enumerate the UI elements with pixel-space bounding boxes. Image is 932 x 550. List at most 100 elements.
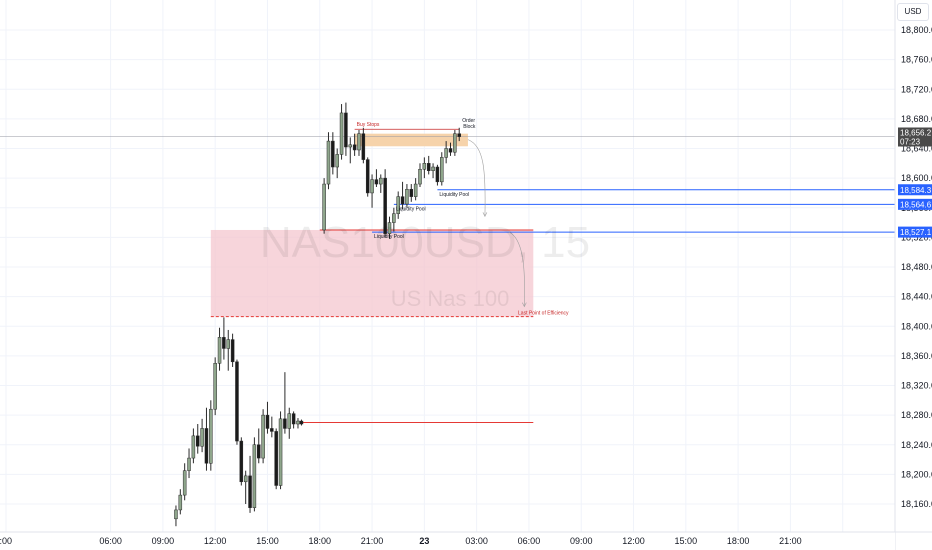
arrow-path <box>509 231 525 307</box>
candle-bearish <box>274 431 278 486</box>
level-price-label: 18,564.6 <box>900 200 932 209</box>
candle-bearish <box>235 361 239 442</box>
candle-bullish <box>252 444 257 508</box>
candle-bearish <box>435 166 440 183</box>
candle-bullish <box>357 133 361 151</box>
order-block-rect <box>354 133 468 147</box>
x-tick-label: 21:00 <box>361 536 384 546</box>
candle-bullish <box>339 112 344 155</box>
candle-bullish <box>370 179 374 194</box>
y-tick-label: 18,800.0 <box>901 25 932 35</box>
candle-bearish <box>365 159 370 194</box>
candle-bullish <box>392 213 396 223</box>
level-price-flag <box>898 184 932 196</box>
price-axis: 18,160.0 18,200.0 18,240.0 18,280.0 18,320.0… <box>894 0 932 550</box>
y-tick-label: 18,640.0 <box>901 144 932 154</box>
candle-bullish <box>387 222 392 234</box>
x-tick-label: 21:00 <box>779 536 802 546</box>
candle-bullish <box>418 168 422 185</box>
y-tick-label: 18,280.0 <box>901 410 932 420</box>
x-tick-label: 18:00 <box>727 536 750 546</box>
candle-bullish <box>217 337 222 364</box>
level-price-flag <box>898 198 932 210</box>
x-tick-label: 12:00 <box>622 536 645 546</box>
candle-bearish <box>409 188 414 197</box>
x-tick-label: 09:00 <box>152 536 175 546</box>
candle-bullish <box>348 144 353 148</box>
watermark-symbol: NAS100USD, 15 <box>260 218 590 267</box>
currency-button[interactable]: USD <box>897 3 929 21</box>
candle-bullish <box>191 435 196 459</box>
candle-bearish <box>270 428 274 432</box>
candle-bullish <box>322 183 326 231</box>
arrow-path <box>467 139 486 217</box>
y-tick-label: 18,440.0 <box>901 292 932 302</box>
candle-bullish <box>278 418 283 486</box>
x-tick-label: 18:00 <box>308 536 331 546</box>
candle-bullish <box>422 163 427 170</box>
x-tick-label: 23 <box>419 536 429 546</box>
candle-bearish <box>291 413 296 425</box>
current-price-flag <box>898 127 932 147</box>
candle-bullish <box>243 475 248 483</box>
candle-bearish <box>222 337 226 349</box>
x-tick-label: 09:00 <box>570 536 593 546</box>
y-tick-label: 18,600.0 <box>901 173 932 183</box>
candle-bullish <box>261 414 265 459</box>
level-price-flag <box>898 226 932 238</box>
countdown-label: 07:23 <box>900 138 921 147</box>
liquidity-pool-label: Liquidity Pool <box>396 206 426 212</box>
price-flags: 18,656.207:23 18,584.3 18,564.6 18,527.1 <box>898 127 932 238</box>
candle-bullish <box>200 428 204 447</box>
arrow-head <box>482 212 488 218</box>
candle-bullish <box>209 408 213 464</box>
candle-bullish <box>431 166 435 171</box>
candle-bullish <box>213 363 217 410</box>
watermark-description: US Nas 100 <box>391 286 510 311</box>
drawing-layer <box>0 128 895 424</box>
candle-bullish <box>413 183 418 197</box>
liquidity-pool-label: Liquidity Pool <box>439 192 469 198</box>
x-tick-label: 15:00 <box>256 536 279 546</box>
last-point-efficiency-label: Last Point of Efficiency <box>518 311 569 317</box>
y-tick-label: 18,360.0 <box>901 351 932 361</box>
candle-bearish <box>283 418 287 429</box>
arrow-head <box>522 302 527 308</box>
price-axis-background <box>895 0 932 550</box>
candle-bullish <box>396 196 400 214</box>
y-tick-label: 18,480.0 <box>901 262 932 272</box>
candle-bearish <box>374 179 379 185</box>
y-tick-label: 18,160.0 <box>901 499 932 509</box>
current-price-label: 18,656.2 <box>900 129 932 138</box>
candle-bullish <box>174 509 178 520</box>
y-tick-label: 18,720.0 <box>901 84 932 94</box>
x-tick-label: 12:00 <box>204 536 227 546</box>
candle-bearish <box>352 144 357 151</box>
y-tick-label: 18,240.0 <box>901 440 932 450</box>
level-price-label: 18,584.3 <box>900 186 932 195</box>
candle-bearish <box>239 440 244 483</box>
candle-bearish <box>344 112 348 148</box>
candle-bullish <box>296 420 300 425</box>
candle-bearish <box>383 177 387 234</box>
candle-bullish <box>178 494 183 511</box>
liquidity-pool-label: Liquidity Pool <box>374 234 404 240</box>
candle-bullish <box>226 339 230 349</box>
candle-bearish <box>400 196 405 205</box>
candle-bearish <box>457 133 461 137</box>
y-tick-label: 18,200.0 <box>901 469 932 479</box>
candle-bullish <box>453 133 457 153</box>
candles <box>174 102 461 527</box>
level-price-label: 18,527.1 <box>900 228 932 237</box>
candle-bullish <box>287 413 292 429</box>
y-tick-label: 18,680.0 <box>901 114 932 124</box>
candle-bearish <box>331 140 335 168</box>
candle-bearish <box>448 148 453 153</box>
candle-bullish <box>379 177 383 185</box>
candle-bearish <box>230 339 235 363</box>
candle-bullish <box>335 154 339 168</box>
candle-bearish <box>299 420 304 425</box>
candle-bullish <box>182 470 187 496</box>
